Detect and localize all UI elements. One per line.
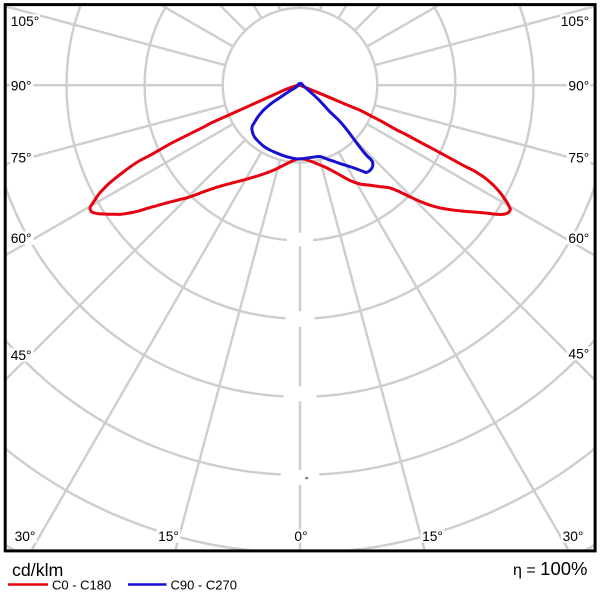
svg-text:105°: 105° — [561, 14, 590, 29]
svg-text:45°: 45° — [11, 348, 32, 363]
svg-text:30°: 30° — [563, 529, 584, 544]
svg-text:105°: 105° — [11, 14, 40, 29]
svg-text:C90 - C270: C90 - C270 — [171, 578, 237, 593]
svg-text:30°: 30° — [15, 529, 36, 544]
svg-text:75°: 75° — [11, 151, 32, 166]
svg-text:60°: 60° — [568, 231, 589, 246]
svg-text:60°: 60° — [11, 231, 32, 246]
svg-text:90°: 90° — [11, 79, 32, 94]
svg-text:15°: 15° — [158, 529, 179, 544]
svg-text:75°: 75° — [568, 151, 589, 166]
svg-text:cd/klm: cd/klm — [12, 560, 63, 580]
svg-text:0°: 0° — [294, 529, 307, 544]
svg-text:15°: 15° — [422, 529, 443, 544]
svg-text:45°: 45° — [568, 347, 589, 362]
svg-text:90°: 90° — [568, 79, 589, 94]
svg-text:C0 - C180: C0 - C180 — [52, 578, 111, 593]
svg-text:η = 100%: η = 100% — [513, 558, 587, 579]
